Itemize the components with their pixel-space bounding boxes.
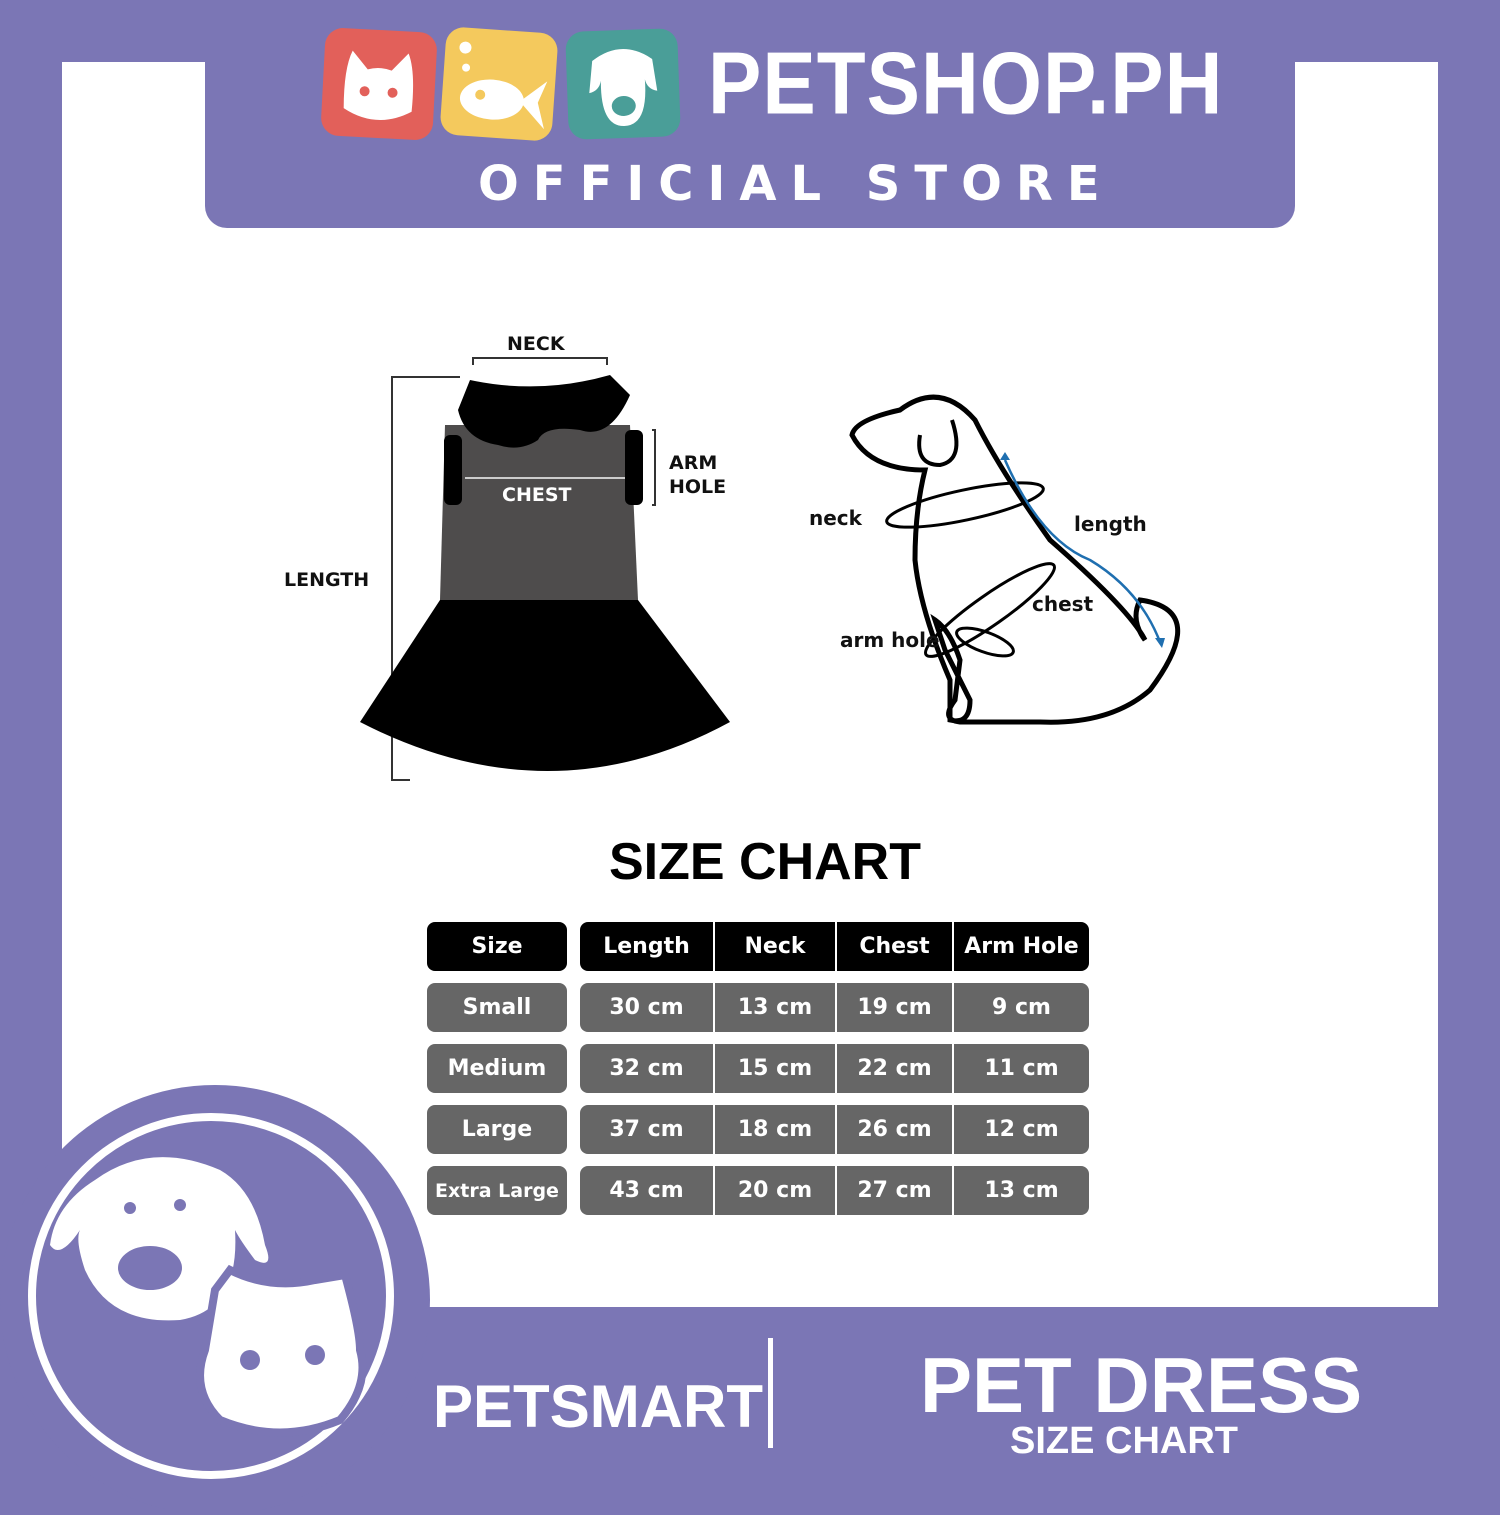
table-cell: 13 cm: [952, 1166, 1089, 1215]
official-store-label: OFFICIAL STORE: [478, 156, 1114, 212]
table-cell: 37 cm: [580, 1105, 713, 1154]
table-cell: Large: [427, 1105, 567, 1154]
brand-name: PETSHOP.PH: [708, 34, 1224, 133]
table-cell: 12 cm: [952, 1105, 1089, 1154]
table-cell: 18 cm: [713, 1105, 835, 1154]
dog-cat-logo-icon: [50, 1157, 367, 1437]
table-header-cell: Chest: [835, 922, 952, 971]
dress-illustration: [360, 357, 730, 781]
table-cell: 30 cm: [580, 983, 713, 1032]
dress-armhole-label-2: HOLE: [669, 476, 727, 498]
table-cell: 43 cm: [580, 1166, 713, 1215]
table-cell: Small: [427, 983, 567, 1032]
table-header-cell: Length: [580, 922, 713, 971]
table-cell: Extra Large: [427, 1166, 567, 1215]
footer-brand: PETSMART: [433, 1373, 763, 1440]
table-header-cell: Size: [427, 922, 567, 971]
table-cell: 15 cm: [713, 1044, 835, 1093]
dress-chest-label: CHEST: [502, 484, 572, 506]
footer-badge-ring: [28, 1113, 394, 1479]
table-cell: 32 cm: [580, 1044, 713, 1093]
product-subtitle: SIZE CHART: [1010, 1420, 1238, 1462]
table-cell: 22 cm: [835, 1044, 952, 1093]
dog-length-label: length: [1074, 512, 1147, 536]
footer-divider: [768, 1338, 773, 1448]
dog-neck-label: neck: [809, 506, 862, 530]
fish-tile-icon: [439, 26, 559, 142]
table-cell: 20 cm: [713, 1166, 835, 1215]
dog-measure-illustration: [849, 394, 1180, 725]
size-chart-title: SIZE CHART: [609, 833, 921, 891]
table-cell: 27 cm: [835, 1166, 952, 1215]
table-header-cell: Arm Hole: [952, 922, 1089, 971]
dog-tile-icon: [565, 28, 681, 140]
table-cell: 13 cm: [713, 983, 835, 1032]
header-banner: [205, 0, 1295, 228]
table-cell: 26 cm: [835, 1105, 952, 1154]
table-cell: 9 cm: [952, 983, 1089, 1032]
table-cell: 19 cm: [835, 983, 952, 1032]
dress-neck-label: NECK: [507, 333, 565, 355]
table-cell: 11 cm: [952, 1044, 1089, 1093]
product-title: PET DRESS: [920, 1341, 1363, 1429]
dog-chest-label: chest: [1032, 592, 1094, 616]
table-header-cell: Neck: [713, 922, 835, 971]
cat-tile-icon: [320, 27, 438, 141]
table-cell: Medium: [427, 1044, 567, 1093]
dress-length-label: LENGTH: [284, 569, 370, 591]
dress-armhole-label-1: ARM: [669, 452, 718, 474]
dog-armhole-label: arm hole: [840, 628, 940, 652]
